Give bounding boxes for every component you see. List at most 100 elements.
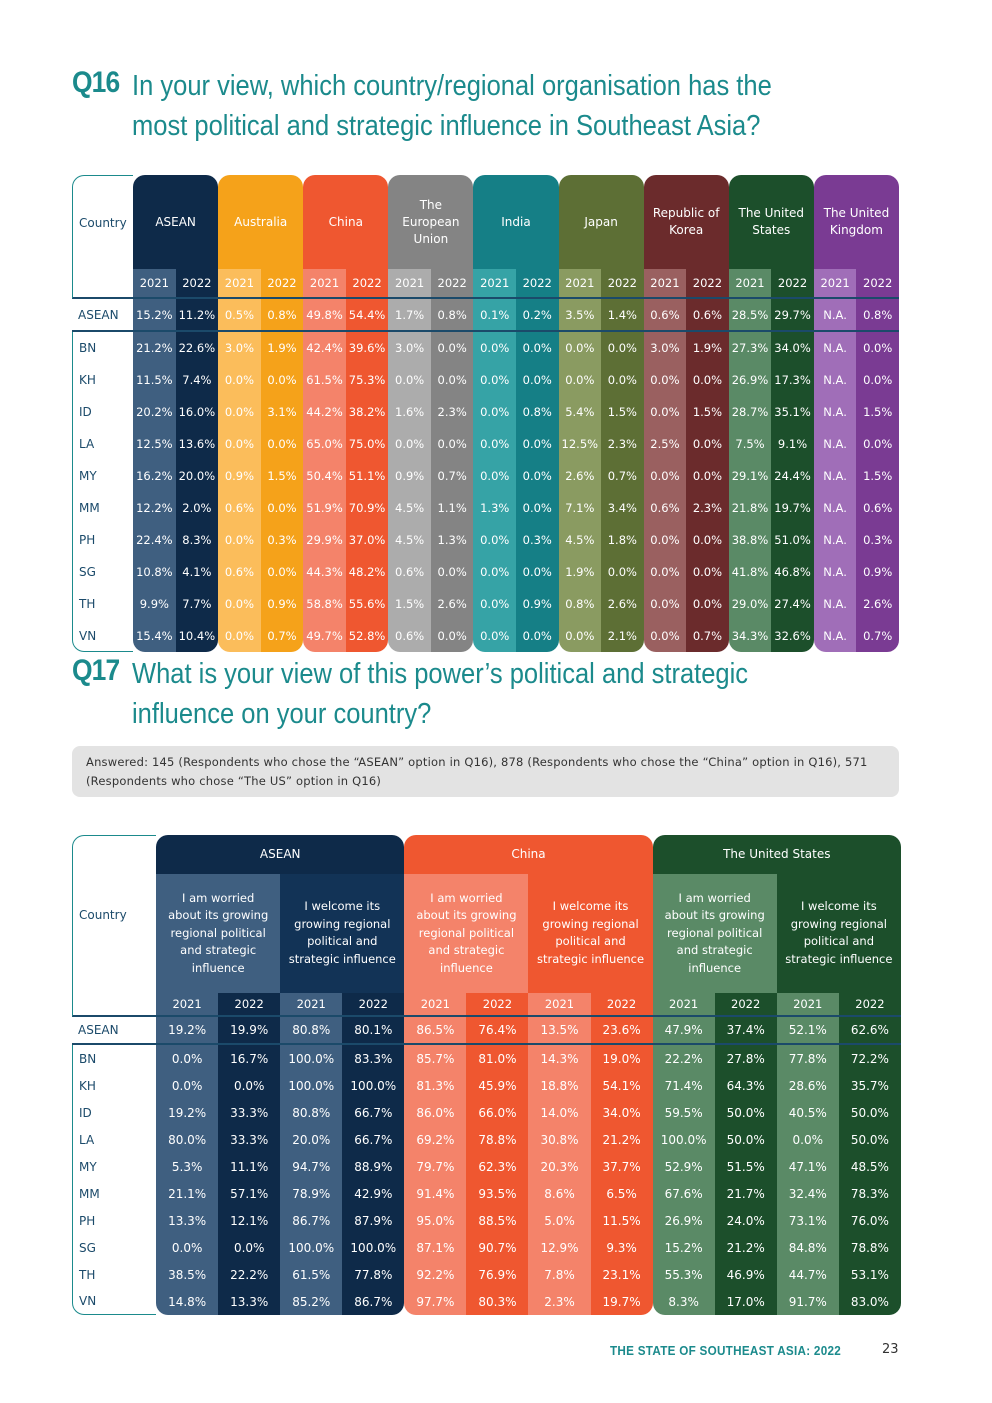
table-cell: 23.6% [590, 1017, 653, 1045]
table-cell: 27.3% [728, 332, 772, 364]
table-cell: 0.6% [218, 556, 261, 588]
table-cell: 1.1% [430, 492, 474, 524]
table-cell: 2.1% [601, 620, 644, 652]
table-cell: 9.1% [771, 428, 814, 460]
table-cell: 91.4% [404, 1180, 467, 1207]
table-cell: 86.7% [342, 1288, 405, 1315]
table-cell: 0.0% [515, 556, 559, 588]
table-cell: 4.1% [175, 556, 219, 588]
table-cell: 21.8% [728, 492, 772, 524]
q17-year-us: 2021 [776, 993, 839, 1017]
table-cell: 61.5% [280, 1261, 343, 1288]
q16-group-asean: ASEAN [133, 175, 219, 269]
table-cell: 0.0% [473, 396, 516, 428]
table-cell: 0.5% [218, 299, 261, 332]
table-cell: 21.7% [714, 1180, 777, 1207]
table-cell: 86.7% [280, 1207, 343, 1234]
table-cell: 14.8% [156, 1288, 219, 1315]
table-cell: 0.0% [260, 428, 304, 460]
table-cell: 47.1% [776, 1153, 839, 1180]
table-cell: 16.2% [133, 460, 176, 492]
table-cell: 0.0% [218, 1234, 281, 1261]
q17-question: What is your view of this power’s politi… [132, 658, 749, 730]
table-row: BN 0.0% 16.7% 100.0% 83.3% 85.7% 81.0% 14.3% 19.… [72, 1045, 901, 1072]
table-cell: 37.7% [590, 1153, 653, 1180]
table-cell: 8.3% [175, 524, 219, 556]
row-country: MM [72, 492, 133, 524]
q17-year-us: 2021 [652, 993, 715, 1017]
table-cell: 67.6% [652, 1180, 715, 1207]
table-cell: 8.6% [528, 1180, 591, 1207]
table-cell: 0.8% [515, 396, 559, 428]
q17-year-as: 2021 [156, 993, 219, 1017]
q17-year-as: 2022 [218, 993, 281, 1017]
table-cell: 1.8% [601, 524, 644, 556]
table-row: VN 14.8% 13.3% 85.2% 86.7% 97.7% 80.3% 2.3% 19.7… [72, 1288, 901, 1315]
table-cell: 33.3% [218, 1126, 281, 1153]
table-cell: 1.5% [686, 396, 729, 428]
table-cell: 0.0% [260, 556, 304, 588]
table-cell: N.A. [813, 396, 857, 428]
table-row: PH 13.3% 12.1% 86.7% 87.9% 95.0% 88.5% 5.0% 11.5… [72, 1207, 901, 1234]
table-cell: 80.8% [280, 1017, 343, 1045]
table-cell: 0.8% [856, 299, 899, 332]
table-cell: 0.0% [856, 364, 899, 396]
table-cell: 0.0% [473, 364, 516, 396]
row-country: PH [72, 524, 133, 556]
table-cell: 0.0% [776, 1126, 839, 1153]
table-cell: 50.0% [838, 1126, 901, 1153]
table-cell: 46.9% [714, 1261, 777, 1288]
table-cell: 23.1% [590, 1261, 653, 1288]
table-cell: 94.7% [280, 1153, 343, 1180]
table-cell: 46.8% [771, 556, 814, 588]
table-cell: 66.0% [466, 1099, 529, 1126]
table-cell: 100.0% [280, 1234, 343, 1261]
table-cell: 80.0% [156, 1126, 219, 1153]
table-cell: N.A. [813, 556, 857, 588]
table-cell: 0.0% [473, 556, 516, 588]
row-country: ID [72, 396, 133, 428]
table-cell: 77.8% [342, 1261, 405, 1288]
table-cell: 0.0% [430, 556, 474, 588]
table-cell: 26.9% [728, 364, 772, 396]
table-cell: 0.0% [643, 588, 687, 620]
table-cell: 48.2% [345, 556, 389, 588]
table-cell: 47.9% [652, 1017, 715, 1045]
table-cell: 0.3% [856, 524, 899, 556]
table-row: SG 0.0% 0.0% 100.0% 100.0% 87.1% 90.7% 12.9% 9.3… [72, 1234, 901, 1261]
table-cell: N.A. [813, 299, 857, 332]
table-cell: 12.9% [528, 1234, 591, 1261]
table-cell: 0.0% [430, 332, 474, 364]
table-cell: 13.3% [156, 1207, 219, 1234]
table-cell: 3.0% [643, 332, 687, 364]
q16-year-jpn-2022: 2022 [601, 269, 644, 299]
table-cell: 21.2% [714, 1234, 777, 1261]
table-cell: 0.0% [473, 620, 516, 652]
table-cell: 5.0% [528, 1207, 591, 1234]
table-cell: 80.8% [280, 1099, 343, 1126]
table-cell: 14.0% [528, 1099, 591, 1126]
table-cell: 78.9% [280, 1180, 343, 1207]
table-cell: 2.6% [856, 588, 899, 620]
table-cell: 22.4% [133, 524, 176, 556]
table-cell: 2.6% [430, 588, 474, 620]
q16-group-header-row: Country ASEAN Australia China The European U… [72, 175, 899, 269]
q16-year-chn-2021: 2021 [303, 269, 346, 299]
table-cell: 0.9% [515, 588, 559, 620]
table-cell: 19.2% [156, 1017, 219, 1045]
table-cell: 35.1% [771, 396, 814, 428]
table-cell: 0.0% [686, 364, 729, 396]
q17-number: Q17 [72, 654, 120, 687]
table-cell: 1.5% [856, 396, 899, 428]
table-cell: 2.3% [528, 1288, 591, 1315]
table-cell: 51.5% [714, 1153, 777, 1180]
table-row: TH 38.5% 22.2% 61.5% 77.8% 92.2% 76.9% 7.8% 23.1… [72, 1261, 901, 1288]
table-cell: 90.7% [466, 1234, 529, 1261]
table-cell: 0.0% [218, 428, 261, 460]
q16-table: Country ASEAN Australia China The European U… [72, 175, 899, 652]
table-cell: 77.8% [776, 1045, 839, 1072]
table-cell: 84.8% [776, 1234, 839, 1261]
table-cell: 7.7% [175, 588, 219, 620]
table-cell: 2.3% [686, 492, 729, 524]
table-cell: 35.7% [838, 1072, 901, 1099]
